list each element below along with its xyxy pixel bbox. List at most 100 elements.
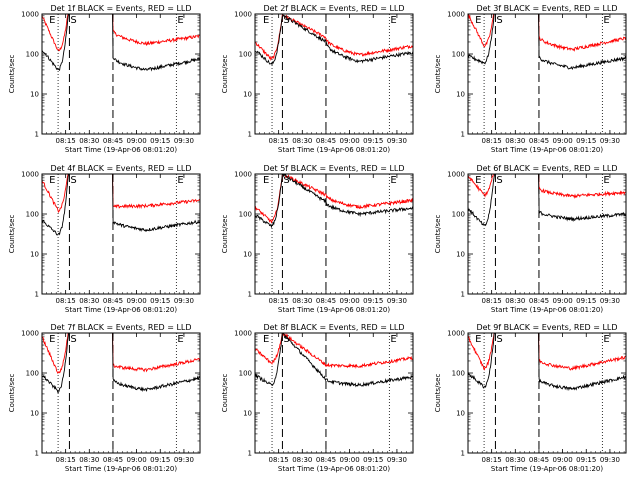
- panel-title: Det 1f BLACK = Events, RED = LLD: [50, 4, 191, 13]
- y-axis-label: Counts/sec: [434, 55, 442, 94]
- series-group: [42, 174, 200, 236]
- plot-frame: [254, 13, 414, 135]
- y-tick-label: 10: [30, 91, 39, 99]
- y-tick-label: 100: [26, 51, 39, 59]
- marker-label-saa: S: [283, 334, 289, 345]
- y-tick-label: 1000: [447, 330, 465, 338]
- x-tick-label: 09:00: [127, 137, 147, 145]
- x-tick-label: 09:00: [340, 137, 360, 145]
- x-axis-label: Start Time (19-Apr-06 08:01:20): [65, 465, 177, 473]
- marker-label-saa: S: [283, 15, 289, 26]
- events-series-line: [255, 174, 413, 229]
- x-tick-label: 09:00: [553, 297, 573, 305]
- y-tick-label: 100: [26, 370, 39, 378]
- events-series-line: [255, 14, 413, 66]
- lld-series-line: [468, 14, 626, 52]
- marker-label-start: E: [475, 15, 481, 26]
- y-tick-label: 1000: [447, 11, 465, 19]
- marker-label-end: E: [603, 334, 609, 345]
- y-tick-label: 1: [35, 291, 39, 299]
- x-tick-label: 08:45: [529, 297, 549, 305]
- lld-series-line: [468, 333, 626, 371]
- x-tick-label: 08:45: [316, 297, 336, 305]
- x-tick-label: 09:30: [174, 137, 194, 145]
- y-tick-label: 1000: [234, 171, 252, 179]
- y-tick-label: 100: [239, 370, 252, 378]
- panel-title: Det 7f BLACK = Events, RED = LLD: [50, 323, 191, 332]
- series-group: [468, 174, 626, 227]
- x-tick-label: 09:15: [363, 456, 383, 464]
- x-tick-label: 08:15: [269, 456, 289, 464]
- plot-frame: [41, 173, 201, 295]
- panel-title: Det 5f BLACK = Events, RED = LLD: [263, 164, 404, 173]
- y-tick-label: 100: [26, 211, 39, 219]
- panel-9: Det 9f BLACK = Events, RED = LLD Counts/s…: [434, 323, 627, 473]
- marker-label-start: E: [263, 334, 269, 345]
- x-tick-label: 08:45: [103, 456, 123, 464]
- series-group: [468, 14, 626, 70]
- x-tick-label: 09:00: [553, 137, 573, 145]
- series-group: [468, 333, 626, 391]
- x-tick-label: 09:00: [340, 456, 360, 464]
- marker-label-saa: S: [70, 334, 76, 345]
- y-tick-label: 1: [248, 450, 252, 458]
- x-tick-label: 08:15: [482, 137, 502, 145]
- series-group: [255, 333, 413, 388]
- y-axis-label: Counts/sec: [434, 215, 442, 254]
- series-group: [255, 14, 413, 66]
- x-tick-label: 09:15: [150, 297, 170, 305]
- marker-label-start: E: [475, 175, 481, 186]
- x-tick-label: 09:30: [174, 456, 194, 464]
- y-tick-label: 100: [452, 51, 465, 59]
- panel-5: Det 5f BLACK = Events, RED = LLD Counts/s…: [221, 164, 414, 314]
- events-series-line: [468, 174, 626, 227]
- x-axis-label: Start Time (19-Apr-06 08:01:20): [65, 306, 177, 314]
- x-tick-label: 09:30: [174, 297, 194, 305]
- y-tick-label: 1: [461, 131, 465, 139]
- x-tick-label: 08:30: [292, 297, 312, 305]
- y-axis-label: Counts/sec: [8, 215, 16, 254]
- marker-label-start: E: [49, 175, 55, 186]
- x-tick-label: 09:15: [576, 137, 596, 145]
- marker-label-saa: S: [496, 175, 502, 186]
- y-tick-label: 10: [243, 251, 252, 259]
- x-tick-label: 09:30: [387, 456, 407, 464]
- x-tick-label: 08:15: [482, 456, 502, 464]
- y-tick-label: 10: [456, 410, 465, 418]
- marker-label-start: E: [49, 334, 55, 345]
- panel-title: Det 9f BLACK = Events, RED = LLD: [476, 323, 617, 332]
- marker-label-end: E: [177, 175, 183, 186]
- panel-2: Det 2f BLACK = Events, RED = LLD Counts/s…: [221, 4, 414, 154]
- lld-series-line: [42, 14, 200, 52]
- marker-label-end: E: [177, 334, 183, 345]
- y-tick-label: 10: [30, 410, 39, 418]
- x-tick-label: 08:30: [79, 297, 99, 305]
- lld-series-line: [42, 174, 200, 214]
- x-tick-label: 08:30: [505, 456, 525, 464]
- y-tick-label: 1: [248, 291, 252, 299]
- x-tick-label: 08:45: [103, 137, 123, 145]
- plot-frame: [467, 332, 627, 454]
- y-axis-label: Counts/sec: [8, 374, 16, 413]
- x-tick-label: 08:15: [269, 297, 289, 305]
- x-tick-label: 09:15: [363, 297, 383, 305]
- marker-label-start: E: [263, 15, 269, 26]
- y-tick-label: 10: [30, 251, 39, 259]
- y-axis-label: Counts/sec: [221, 215, 229, 254]
- y-tick-label: 1000: [21, 171, 39, 179]
- x-tick-label: 09:15: [150, 137, 170, 145]
- lld-series-line: [468, 174, 626, 199]
- x-tick-label: 08:15: [56, 456, 76, 464]
- marker-label-end: E: [390, 334, 396, 345]
- x-axis-label: Start Time (19-Apr-06 08:01:20): [65, 146, 177, 154]
- y-tick-label: 10: [243, 410, 252, 418]
- y-tick-label: 10: [243, 91, 252, 99]
- marker-label-start: E: [263, 175, 269, 186]
- y-tick-label: 1000: [21, 11, 39, 19]
- panel-title: Det 2f BLACK = Events, RED = LLD: [263, 4, 404, 13]
- marker-label-saa: S: [283, 175, 289, 186]
- panel-7: Det 7f BLACK = Events, RED = LLD Counts/s…: [8, 323, 201, 473]
- panel-title: Det 4f BLACK = Events, RED = LLD: [50, 164, 191, 173]
- y-tick-label: 100: [239, 51, 252, 59]
